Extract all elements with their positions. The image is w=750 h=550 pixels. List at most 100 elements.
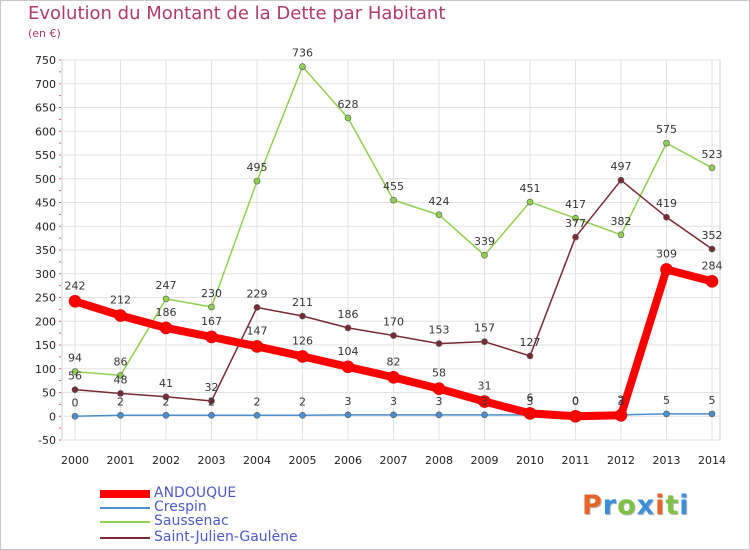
data-label: 230	[201, 287, 222, 300]
data-label: 170	[383, 316, 404, 329]
data-label: 3	[390, 395, 397, 408]
legend-swatch	[100, 521, 150, 523]
data-point	[162, 411, 170, 419]
data-label: 94	[68, 352, 82, 365]
x-tick-label: 2004	[243, 454, 271, 467]
data-label: 2	[618, 393, 625, 406]
chart-title: Evolution du Montant de la Dette par Hab…	[28, 3, 446, 24]
data-point	[159, 321, 173, 335]
data-label: 211	[292, 296, 313, 309]
legend-label: Saussenac	[154, 513, 229, 529]
data-point	[572, 233, 579, 241]
data-label: 2	[208, 395, 215, 408]
data-label: 339	[474, 235, 495, 248]
x-tick-label: 2005	[289, 454, 317, 467]
data-point	[162, 295, 170, 303]
data-point	[614, 408, 628, 422]
data-point	[344, 324, 352, 332]
data-point	[663, 213, 670, 221]
data-label: 3	[345, 395, 352, 408]
data-label: 497	[611, 160, 632, 173]
data-label: 3	[618, 395, 625, 408]
y-tick-label: -50	[38, 434, 56, 447]
data-label: 0	[72, 396, 79, 409]
data-label: 186	[338, 308, 359, 321]
data-label: 419	[656, 197, 677, 210]
data-point	[663, 410, 670, 418]
data-point	[526, 352, 534, 360]
data-label: 86	[114, 355, 128, 368]
chart-subtitle: (en €)	[28, 27, 61, 40]
y-tick-label: 550	[35, 149, 56, 162]
data-label: 153	[429, 324, 450, 337]
data-point	[344, 411, 352, 419]
x-tick-label: 2011	[562, 454, 590, 467]
data-point	[481, 251, 488, 259]
data-point	[478, 395, 491, 408]
data-label: 104	[338, 345, 359, 358]
legend-label: ANDOUQUE	[154, 485, 237, 501]
legend-label: Saint-Julien-Gaulène	[154, 529, 298, 545]
data-point	[481, 338, 488, 345]
data-label: 5	[663, 394, 670, 407]
data-label: 186	[156, 306, 177, 319]
data-point	[481, 411, 488, 419]
data-point	[71, 368, 79, 375]
x-tick-label: 2001	[107, 454, 135, 467]
y-tick-label: 50	[42, 387, 56, 400]
data-label: 451	[520, 182, 541, 195]
series-2	[71, 63, 716, 379]
data-point	[708, 410, 716, 418]
data-point	[299, 63, 306, 70]
data-label: 377	[565, 217, 586, 230]
y-tick-label: 450	[35, 197, 56, 210]
data-point	[296, 350, 309, 363]
x-tick-label: 2014	[698, 454, 726, 467]
y-tick-label: 400	[35, 220, 56, 233]
data-point	[663, 139, 670, 147]
y-tick-label: 500	[35, 173, 56, 186]
y-tick-label: 0	[49, 410, 56, 423]
x-tick-label: 2007	[380, 454, 408, 467]
data-point	[617, 176, 625, 184]
legend-swatch	[100, 537, 150, 539]
y-tick-label: 350	[35, 244, 56, 257]
data-label: 0	[572, 394, 579, 407]
data-point	[117, 411, 124, 419]
data-point	[660, 263, 673, 276]
data-label: 382	[611, 215, 632, 228]
y-tick-label: 650	[35, 102, 56, 115]
data-point	[572, 214, 579, 222]
data-point	[253, 304, 261, 311]
data-point	[390, 196, 397, 204]
data-label: 736	[292, 47, 313, 60]
data-label: 157	[474, 322, 495, 335]
data-label: 229	[247, 287, 268, 300]
y-tick-label: 100	[35, 363, 56, 376]
y-tick-label: 600	[35, 125, 56, 138]
data-point	[208, 397, 215, 405]
data-point	[253, 411, 261, 419]
data-point	[162, 393, 170, 401]
data-point	[435, 340, 443, 347]
data-label: 48	[114, 373, 128, 386]
data-point	[569, 409, 582, 423]
x-tick-label: 2008	[425, 454, 453, 467]
data-label: 247	[156, 279, 177, 292]
data-label: 126	[292, 334, 313, 347]
data-label: 2	[254, 395, 261, 408]
y-tick-label: 250	[35, 292, 56, 305]
data-label: 147	[247, 324, 268, 337]
data-label: 0	[572, 395, 579, 408]
data-point	[71, 386, 79, 393]
data-label: 5	[709, 394, 716, 407]
data-label: 417	[565, 198, 586, 211]
data-point	[617, 231, 625, 239]
data-point	[208, 303, 215, 311]
data-point	[205, 330, 218, 344]
proxiti-logo: Proxiti	[582, 490, 690, 521]
data-point	[68, 294, 82, 308]
x-tick-label: 2012	[607, 454, 635, 467]
data-label: 3	[527, 395, 534, 408]
data-label: 58	[432, 367, 446, 380]
